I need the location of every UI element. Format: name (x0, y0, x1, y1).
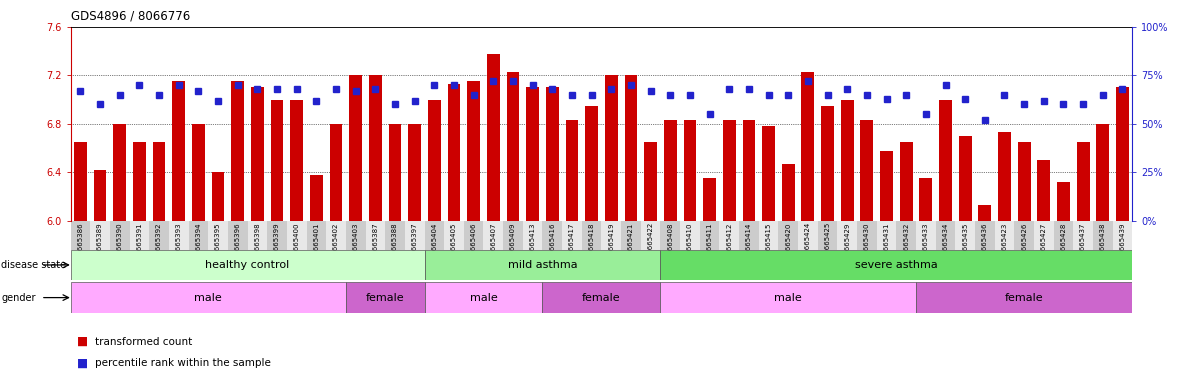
Bar (1116, 88, 1129, 221)
Bar (959, 136, 971, 221)
Bar (860, 120, 873, 221)
Bar (526, 88, 539, 221)
Bar (447, 84, 460, 221)
Bar (1077, 142, 1090, 221)
Bar (664, 120, 677, 221)
Bar (1037, 160, 1050, 221)
Bar (1097, 124, 1109, 221)
Bar (1057, 182, 1070, 221)
Bar (625, 75, 637, 221)
Bar (919, 179, 932, 221)
Text: male: male (774, 293, 802, 303)
Bar (684, 120, 697, 221)
Bar (153, 142, 166, 221)
Bar (546, 88, 559, 221)
Bar (998, 132, 1011, 221)
Bar (71, 282, 346, 313)
Bar (566, 120, 578, 221)
Bar (802, 72, 814, 221)
Text: percentile rank within the sample: percentile rank within the sample (95, 358, 271, 368)
Bar (543, 282, 660, 313)
Bar (605, 75, 618, 221)
Text: ■: ■ (77, 356, 87, 369)
Bar (763, 126, 774, 221)
Bar (192, 124, 205, 221)
Text: female: female (1005, 293, 1044, 303)
Bar (113, 124, 126, 221)
Bar (467, 81, 480, 221)
Text: healthy control: healthy control (206, 260, 290, 270)
Bar (74, 142, 87, 221)
Bar (1018, 142, 1031, 221)
Bar (644, 142, 657, 221)
Text: male: male (194, 293, 222, 303)
Bar (723, 120, 736, 221)
Bar (822, 106, 834, 221)
Bar (388, 124, 401, 221)
Bar (916, 282, 1132, 313)
Bar (350, 75, 363, 221)
Bar (425, 282, 543, 313)
Text: female: female (366, 293, 405, 303)
Text: GDS4896 / 8066776: GDS4896 / 8066776 (71, 10, 189, 23)
Text: gender: gender (1, 293, 35, 303)
Bar (291, 99, 304, 221)
Text: male: male (470, 293, 498, 303)
Bar (939, 99, 952, 221)
Bar (660, 282, 916, 313)
Bar (172, 81, 185, 221)
Text: disease state: disease state (1, 260, 66, 270)
Bar (487, 53, 500, 221)
Bar (133, 142, 146, 221)
Bar (840, 99, 853, 221)
Bar (71, 250, 425, 280)
Bar (330, 124, 343, 221)
Text: severe asthma: severe asthma (855, 260, 938, 270)
Bar (978, 205, 991, 221)
Bar (271, 99, 284, 221)
Bar (428, 99, 440, 221)
Bar (212, 172, 225, 221)
Bar (425, 250, 660, 280)
Text: female: female (583, 293, 620, 303)
Bar (703, 179, 716, 221)
Text: ■: ■ (77, 335, 87, 348)
Bar (251, 88, 264, 221)
Bar (232, 81, 244, 221)
Bar (368, 75, 381, 221)
Bar (743, 120, 756, 221)
Bar (585, 106, 598, 221)
Text: mild asthma: mild asthma (507, 260, 577, 270)
Bar (310, 175, 322, 221)
Bar (346, 282, 425, 313)
Bar (660, 250, 1132, 280)
Bar (408, 124, 421, 221)
Text: transformed count: transformed count (95, 337, 193, 347)
Bar (899, 142, 912, 221)
Bar (880, 151, 893, 221)
Bar (506, 72, 519, 221)
Bar (782, 164, 794, 221)
Bar (94, 170, 106, 221)
